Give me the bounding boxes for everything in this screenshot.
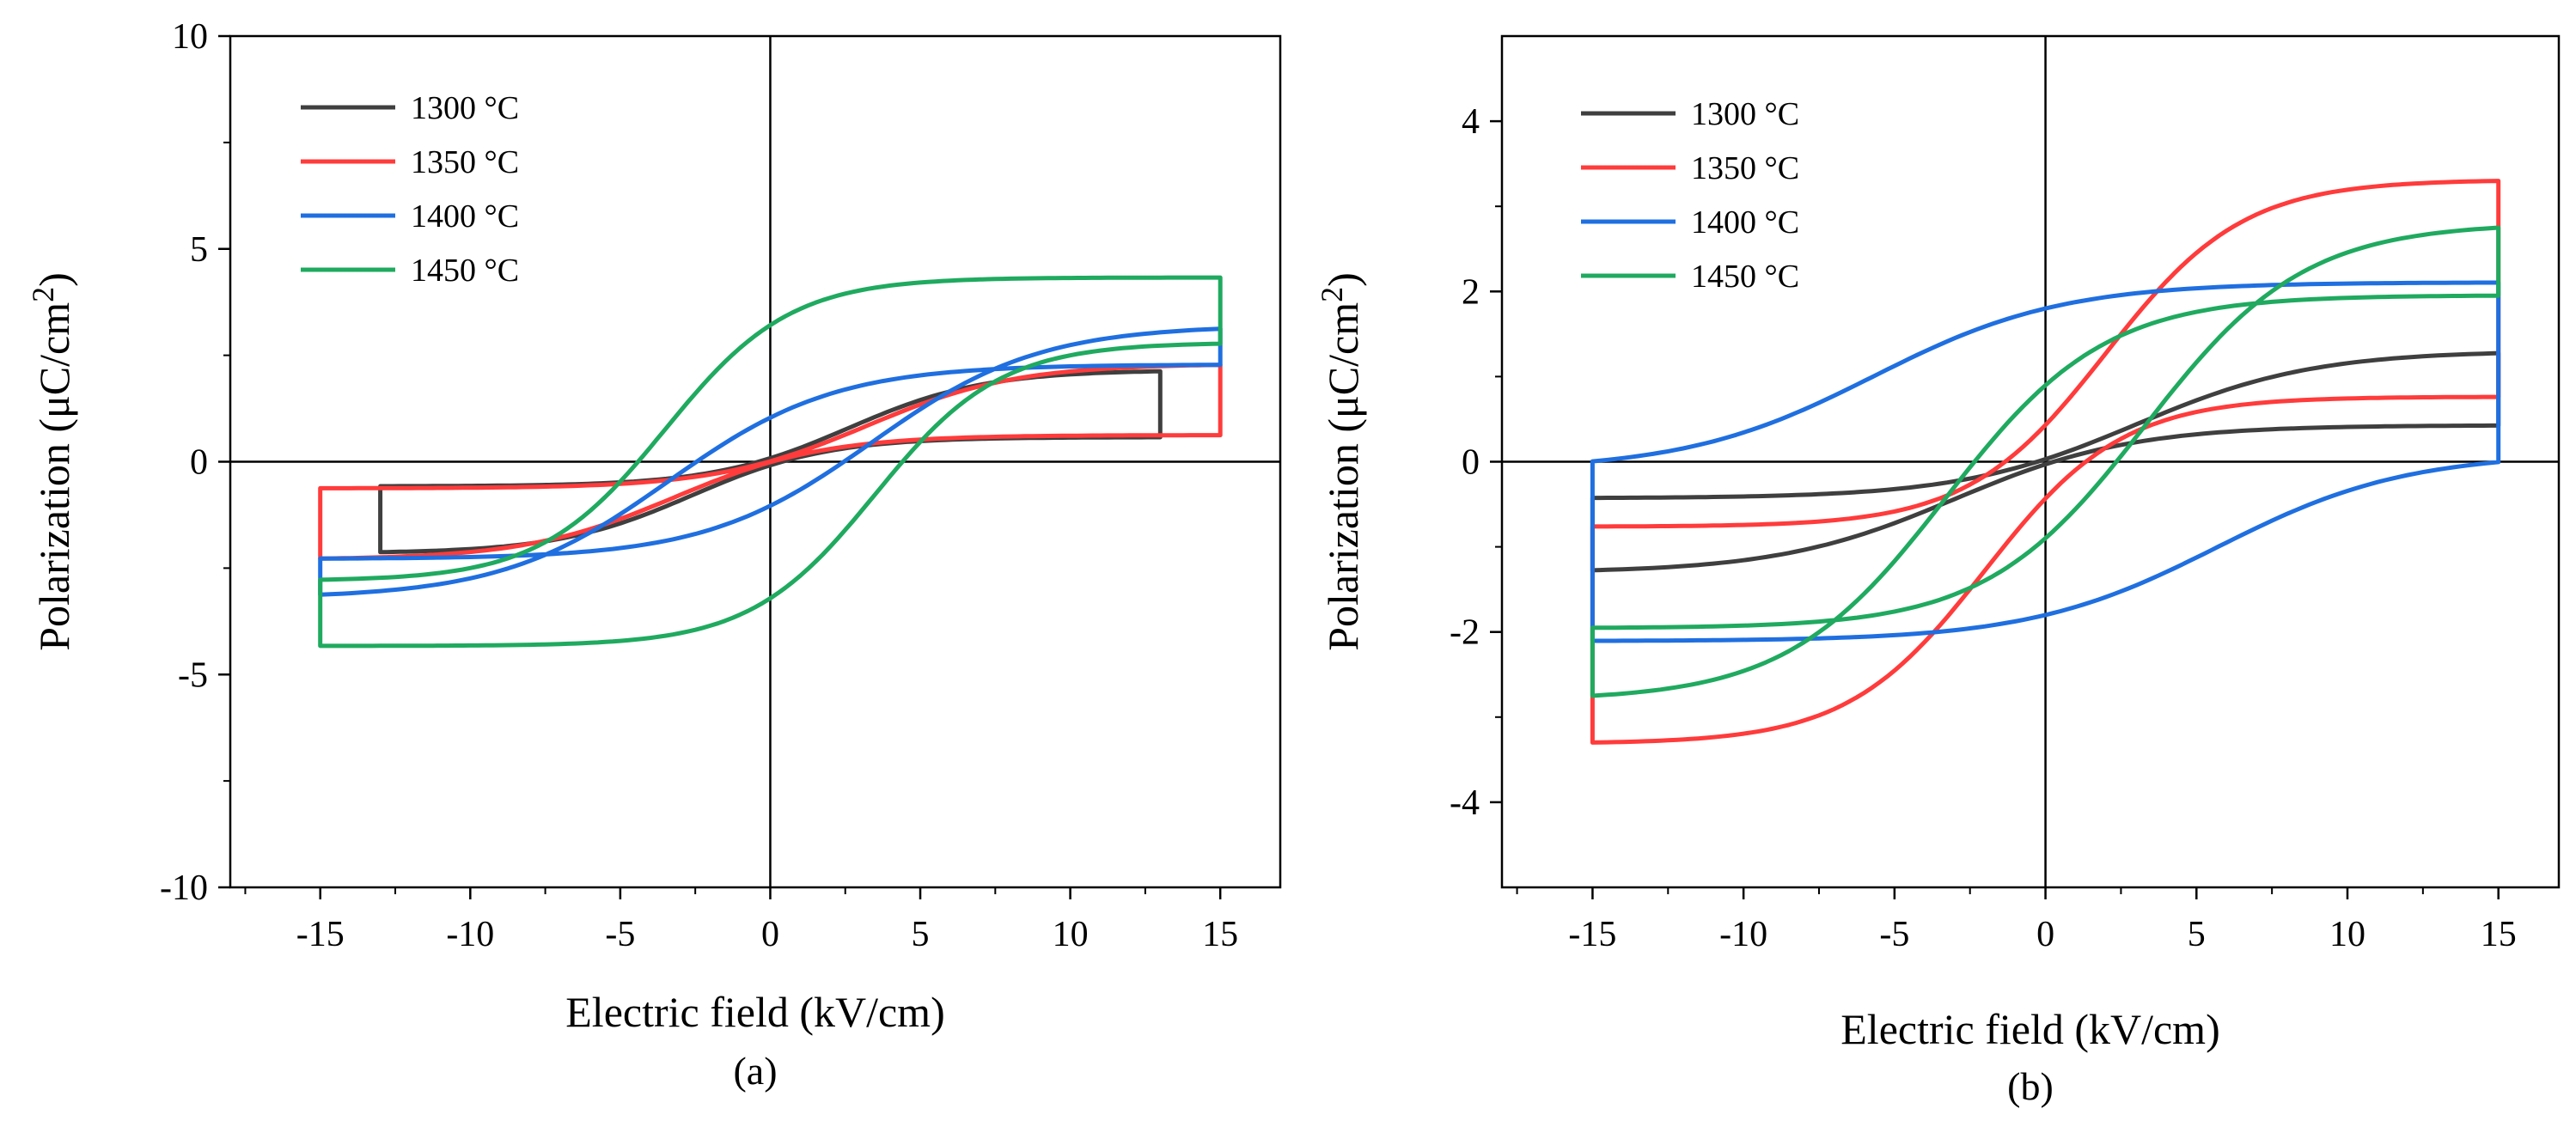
y-tick-label: 4 (1462, 102, 1480, 142)
legend-label: 1400 °C (411, 198, 519, 235)
legend: 1300 °C 1350 °C 1400 °C 1450 °C (301, 90, 519, 289)
series-loop-2 (318, 326, 1223, 597)
series-loop-1 (318, 362, 1223, 561)
x-tick-label: 0 (761, 915, 779, 954)
x-tick-label: -5 (605, 915, 635, 954)
x-tick-label: -10 (446, 915, 494, 954)
y-axis-title: Polarization (μC/cm2) (1315, 272, 1367, 651)
panel-caption: (a) (733, 1049, 777, 1093)
y-tick-label: -2 (1450, 613, 1480, 653)
legend-label: 1350 °C (1691, 150, 1799, 186)
legend-label: 1450 °C (1691, 259, 1799, 295)
x-tick-label: -15 (1568, 915, 1616, 954)
chart-panel-b: -15 -10 -5 0 5 10 15 -4 -2 0 2 4 1300 °C 1350 °C 1400 … (1315, 34, 2561, 1108)
panel-caption: (b) (2007, 1064, 2054, 1108)
legend-label: 1300 °C (1691, 96, 1799, 132)
x-tick-label: 15 (2481, 915, 2517, 954)
x-tick-label: 0 (2036, 915, 2054, 954)
y-tick-label: 5 (190, 230, 208, 270)
legend-label: 1350 °C (411, 144, 519, 180)
legend-label: 1450 °C (411, 253, 519, 289)
y-tick-label: 0 (1462, 443, 1480, 483)
y-tick-label: -5 (178, 655, 208, 695)
x-tick-label: 10 (2329, 915, 2365, 954)
y-tick-label: -10 (160, 868, 208, 908)
x-axis-title: Electric field (kV/cm) (565, 988, 944, 1036)
x-tick-label: -5 (1879, 915, 1909, 954)
x-tick-label: -15 (296, 915, 345, 954)
y-tick-label: 2 (1462, 272, 1480, 312)
x-tick-label: 15 (1202, 915, 1238, 954)
x-tick-label: 5 (2188, 915, 2206, 954)
y-axis-title: Polarization (μC/cm2) (26, 272, 78, 651)
legend: 1300 °C 1350 °C 1400 °C 1450 °C (1581, 96, 1799, 295)
y-tick-label: -4 (1450, 783, 1480, 823)
y-tick-label: 0 (190, 443, 208, 483)
x-tick-label: 10 (1053, 915, 1089, 954)
legend-label: 1300 °C (411, 90, 519, 126)
series-loop-3 (318, 275, 1223, 649)
x-tick-label: 5 (912, 915, 930, 954)
legend-label: 1400 °C (1691, 204, 1799, 241)
series-loop-3 (1590, 225, 2501, 698)
x-axis-title: Electric field (kV/cm) (1840, 1005, 2219, 1053)
y-tick-label: 10 (172, 17, 208, 57)
x-tick-label: -10 (1719, 915, 1767, 954)
chart-panel-a: -15 -10 -5 0 5 10 15 -10 -5 0 5 10 1300 °C 1350 °C 140… (26, 17, 1282, 1093)
